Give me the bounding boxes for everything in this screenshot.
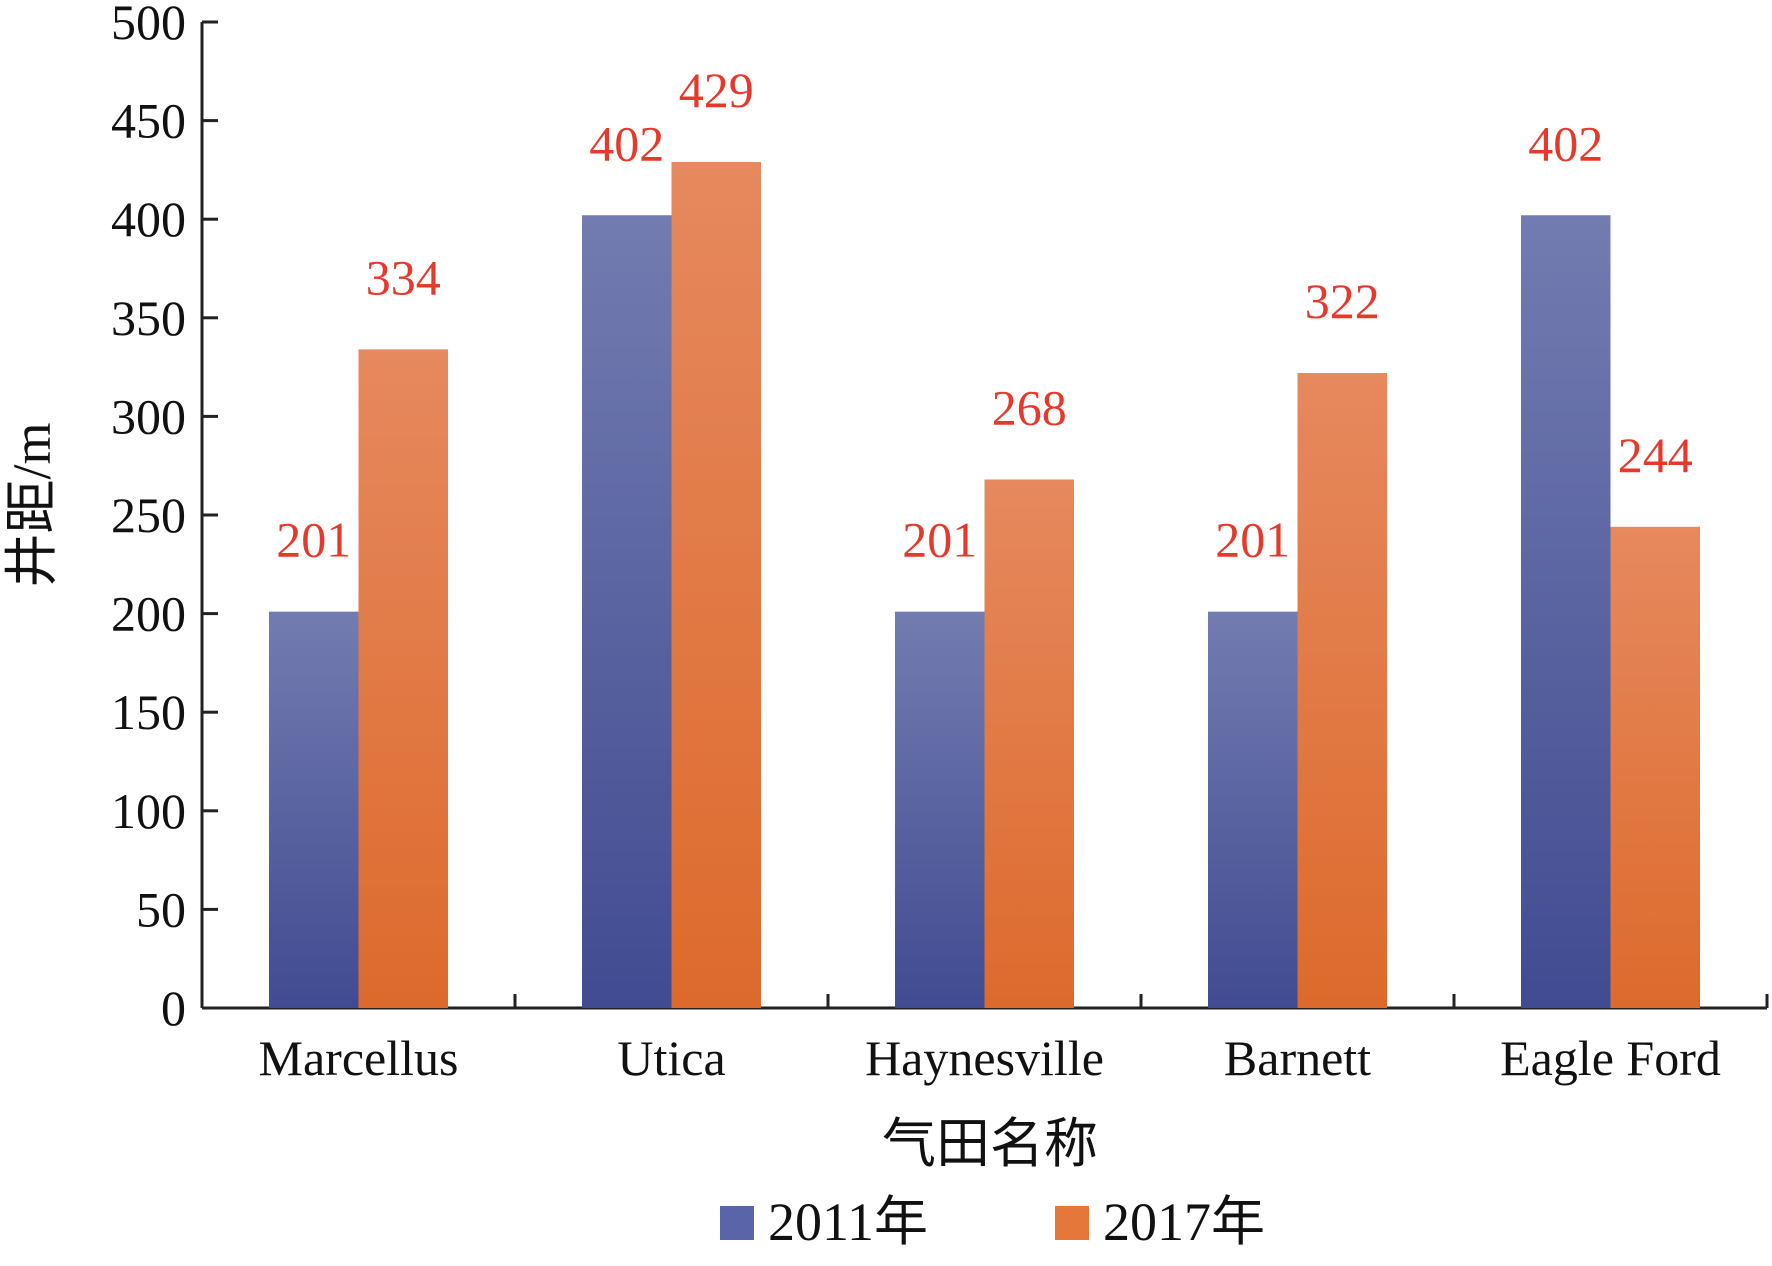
legend-swatch <box>720 1206 754 1240</box>
y-tick-label: 150 <box>111 684 186 740</box>
y-tick-label: 500 <box>111 0 186 50</box>
legend-label: 2017年 <box>1103 1192 1265 1252</box>
x-category-label: Utica <box>617 1030 725 1086</box>
bar-series-1 <box>1207 611 1298 1008</box>
legend: 2011年 2017年 <box>720 1192 1265 1252</box>
data-label: 201 <box>902 512 977 568</box>
y-tick-label: 350 <box>111 290 186 346</box>
data-label: 268 <box>992 380 1067 436</box>
data-label: 322 <box>1305 273 1380 329</box>
bars-group <box>268 162 1701 1009</box>
value-labels-group: 201 402 201 201 402 334 429 268 322 244 <box>276 62 1693 568</box>
bar-series-2 <box>1610 526 1701 1008</box>
legend-swatch <box>1055 1206 1089 1240</box>
bar-series-1 <box>894 611 985 1008</box>
bar-series-2 <box>984 479 1075 1008</box>
y-axis-title: 井距/m <box>2 422 62 587</box>
x-category-label: Eagle Ford <box>1500 1030 1721 1086</box>
y-tick-label: 50 <box>136 881 186 937</box>
legend-label: 2011年 <box>768 1192 928 1252</box>
x-category-label: Barnett <box>1224 1030 1371 1086</box>
data-label: 244 <box>1618 427 1693 483</box>
data-label: 334 <box>366 249 441 305</box>
data-label: 201 <box>276 512 351 568</box>
bar-series-1 <box>1520 215 1611 1009</box>
y-tick-label: 400 <box>111 191 186 247</box>
y-tick-label: 200 <box>111 586 186 642</box>
bar-series-2 <box>671 162 762 1009</box>
bar-series-1 <box>268 611 359 1008</box>
data-label: 402 <box>589 115 664 171</box>
bar-series-2 <box>1297 373 1388 1008</box>
bar-series-2 <box>358 349 449 1008</box>
y-tick-label: 0 <box>161 980 186 1036</box>
y-axis: 0 50 100 150 200 250 300 350 400 450 500 <box>111 0 218 1036</box>
x-axis-title: 气田名称 <box>882 1114 1098 1174</box>
y-tick-label: 250 <box>111 487 186 543</box>
y-tick-label: 450 <box>111 93 186 149</box>
y-tick-label: 100 <box>111 783 186 839</box>
bar-series-1 <box>581 215 672 1009</box>
x-category-label: Marcellus <box>259 1030 459 1086</box>
x-category-label: Haynesville <box>865 1030 1104 1086</box>
data-label: 201 <box>1215 512 1290 568</box>
data-label: 429 <box>679 62 754 118</box>
data-label: 402 <box>1528 115 1603 171</box>
y-tick-label: 300 <box>111 388 186 444</box>
